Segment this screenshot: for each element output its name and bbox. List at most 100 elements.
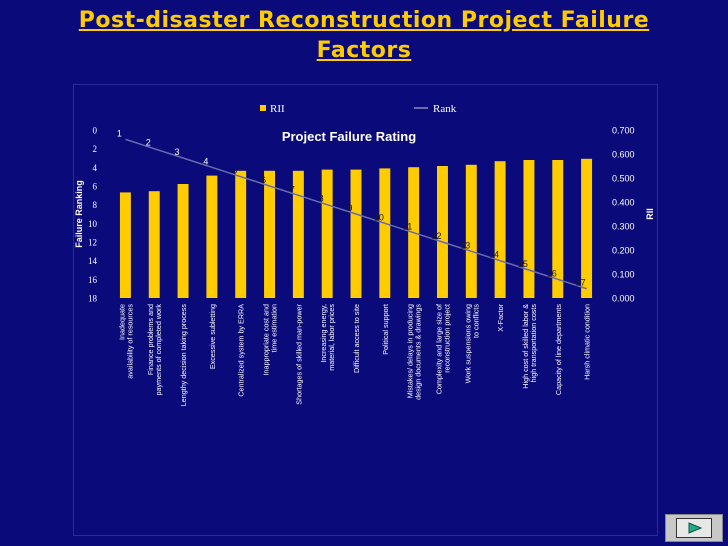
bar — [235, 170, 247, 298]
slide-title-line-2: Factors — [316, 38, 412, 63]
category-label-line: material, labor prices — [327, 304, 336, 371]
legend-swatch-rii — [260, 105, 266, 111]
right-axis-tick-label: 0.000 — [612, 294, 635, 304]
left-axis-tick-label: 6 — [93, 182, 98, 192]
category-label-line: Capacity of line departments — [554, 304, 563, 395]
category-label-line: High cost of skilled labor & — [521, 304, 530, 389]
rank-data-label: 13 — [460, 240, 470, 250]
category-label-line: Increasing energy, — [319, 304, 328, 363]
right-axis-tick-label: 0.200 — [612, 246, 635, 256]
left-axis-tick-label: 8 — [93, 200, 98, 210]
category-label: Complexity and large size ofreconstructi… — [434, 304, 451, 394]
category-label-line: design documents & drawings — [414, 304, 423, 400]
bar — [494, 161, 506, 298]
category-label: Finance problems andpayments of complete… — [146, 304, 163, 396]
left-axis-tick-label: 14 — [88, 256, 98, 266]
next-slide-button[interactable] — [676, 518, 712, 538]
play-next-icon — [688, 522, 703, 534]
legend-label-rii: RII — [270, 103, 285, 115]
bar — [552, 160, 564, 298]
category-label-line: Finance problems and — [146, 304, 155, 375]
category-label-line: Inadequate — [117, 304, 126, 340]
category-label: Excessive subletting — [208, 304, 217, 369]
rank-data-label: 5 — [232, 166, 237, 176]
category-label: Centralized system by ERRA — [237, 304, 246, 397]
category-label: Mistakes/ delays in producingdesign docu… — [406, 304, 423, 400]
category-label-line: Complexity and large size of — [434, 304, 443, 394]
left-axis-tick-label: 10 — [88, 219, 98, 229]
right-axis-tick-label: 0.300 — [612, 222, 635, 232]
bar — [264, 170, 276, 298]
category-label: Difficult access to site — [352, 304, 361, 373]
bar — [321, 169, 333, 298]
category-label: X-Factor — [496, 303, 505, 331]
bar — [177, 184, 189, 298]
bar — [206, 175, 218, 298]
category-label: Lengthy decision taking process — [179, 304, 188, 407]
rank-data-label: 11 — [403, 222, 412, 232]
rank-data-label: 14 — [489, 250, 499, 260]
category-label: Work suspensions owingto conflicts — [463, 304, 480, 384]
left-axis-tick-label: 2 — [93, 144, 98, 154]
right-axis-tick-label: 0.500 — [612, 174, 635, 184]
category-label-line: X-Factor — [496, 303, 505, 331]
category-label: Increasing energy,material, labor prices — [319, 304, 336, 371]
category-label: Capacity of line departments — [554, 304, 563, 395]
rank-data-label: 10 — [374, 212, 384, 222]
category-label-line: Excessive subletting — [208, 304, 217, 369]
category-label-line: Work suspensions owing — [463, 304, 472, 383]
bar — [436, 166, 448, 298]
right-axis-title: RII — [645, 208, 655, 220]
category-label: Inappropriate cost andtime estimation — [262, 304, 279, 376]
right-axis-tick-label: 0.700 — [612, 126, 635, 136]
right-axis-tick-label: 0.400 — [612, 198, 635, 208]
category-label-line: Centralized system by ERRA — [237, 304, 246, 397]
rank-data-label: 6 — [261, 175, 266, 185]
category-label-line: Mistakes/ delays in producing — [406, 304, 415, 398]
rank-data-label: 7 — [290, 184, 295, 194]
bar — [523, 160, 535, 298]
left-axis-tick-label: 12 — [88, 238, 97, 248]
rank-data-label: 9 — [347, 203, 352, 213]
rank-data-label: 2 — [146, 138, 151, 148]
rank-data-label: 12 — [431, 231, 441, 241]
category-label-line: high transportation costs — [529, 304, 538, 383]
bar — [292, 170, 304, 298]
bar — [465, 164, 477, 298]
category-label: High cost of skilled labor &high transpo… — [521, 304, 538, 389]
bar — [379, 168, 391, 298]
category-label-line: reconstruction project — [442, 304, 451, 373]
rank-data-label: 17 — [576, 278, 586, 288]
chart-panel: 0 2 4 6 8 10 12 14 16 18 0.000 0.100 0.200 0.300 0.400… — [73, 84, 658, 536]
legend-label-rank: Rank — [433, 103, 457, 115]
category-label-line: payments of completed work — [154, 304, 163, 396]
category-label-line: Inappropriate cost and — [262, 304, 271, 376]
rank-data-label: 3 — [175, 147, 180, 157]
rank-line — [125, 138, 587, 290]
bar — [148, 191, 160, 298]
category-label-line: Political support — [381, 304, 390, 355]
category-label-line: availability of resources — [125, 304, 134, 379]
rank-data-label: 15 — [518, 259, 528, 269]
category-label-line: to conflicts — [471, 304, 480, 338]
chart: 0 2 4 6 8 10 12 14 16 18 0.000 0.100 0.200 0.300 0.400… — [74, 103, 655, 407]
rank-data-label: 16 — [547, 268, 557, 278]
rank-data-label: 4 — [203, 156, 208, 166]
left-axis-title: Failure Ranking — [74, 180, 84, 248]
left-axis-tick-label: 0 — [93, 126, 98, 136]
right-axis-tick-label: 0.600 — [612, 150, 635, 160]
category-label: Shortages of skilled man-power — [294, 303, 303, 404]
category-label-line: Difficult access to site — [352, 304, 361, 373]
left-axis-tick-label: 18 — [88, 294, 98, 304]
category-label-line: Lengthy decision taking process — [179, 304, 188, 407]
bar — [350, 169, 362, 298]
category-label-line: Shortages of skilled man-power — [294, 303, 303, 404]
bar — [581, 158, 593, 298]
right-axis-tick-label: 0.100 — [612, 270, 635, 280]
left-axis-tick-label: 16 — [88, 275, 98, 285]
slide-title-line-1: Post-disaster Reconstruction Project Fai… — [78, 8, 650, 33]
category-label: Inadequateavailability of resources — [117, 304, 134, 379]
category-label-line: time estimation — [270, 304, 279, 352]
left-axis-tick-label: 4 — [93, 163, 98, 173]
rank-data-label: 8 — [319, 194, 324, 204]
